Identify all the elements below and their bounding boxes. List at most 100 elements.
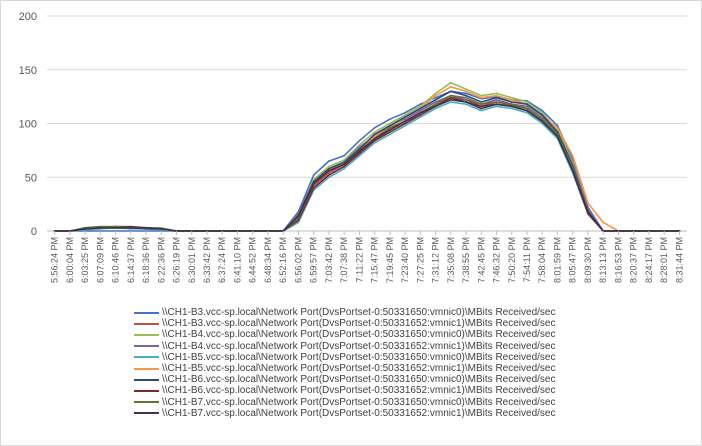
data-point <box>404 111 406 114</box>
data-point <box>556 131 559 134</box>
x-tick-label: 8:09:30 PM <box>583 237 593 283</box>
data-point <box>541 120 544 123</box>
x-tick-label: 8:01:59 PM <box>552 237 562 283</box>
data-point <box>404 118 406 121</box>
data-point <box>480 96 483 99</box>
data-point <box>419 109 422 112</box>
data-point <box>373 139 376 142</box>
data-point <box>328 176 330 179</box>
data-point <box>328 165 330 168</box>
data-point <box>404 124 406 127</box>
data-point <box>312 180 315 183</box>
legend-item: \\CH1-B4.vcc-sp.local\Network Port(DvsPo… <box>134 329 654 340</box>
x-tick-label: 8:13:13 PM <box>598 237 608 283</box>
legend-item: \\CH1-B5.vcc-sp.local\Network Port(DvsPo… <box>134 352 654 363</box>
x-tick-label: 8:28:01 PM <box>659 237 669 283</box>
x-tick-label: 6:07:09 PM <box>95 237 105 283</box>
data-point <box>389 129 391 131</box>
x-tick-label: 5:56:24 PM <box>50 237 60 283</box>
legend-label: \\CH1-B5.vcc-sp.local\Network Port(DvsPo… <box>162 363 556 375</box>
x-tick-label: 6:48:34 PM <box>263 237 273 283</box>
legend-swatch <box>134 356 159 359</box>
legend-item: \\CH1-B7.vcc-sp.local\Network Port(DvsPo… <box>134 408 654 419</box>
data-point <box>419 105 422 108</box>
gridlines <box>47 15 687 232</box>
y-tick-label: 50 <box>25 172 37 184</box>
data-point <box>358 139 361 142</box>
data-point <box>434 101 437 103</box>
data-point <box>419 103 422 106</box>
data-point <box>449 101 452 103</box>
series-line-2 <box>53 96 681 232</box>
data-point <box>526 109 528 112</box>
data-point <box>358 152 361 155</box>
data-point <box>526 101 528 103</box>
legend-label: \\CH1-B6.vcc-sp.local\Network Port(DvsPo… <box>162 374 556 386</box>
x-tick-label: 8:05:47 PM <box>568 237 578 283</box>
data-point <box>434 107 437 110</box>
data-point <box>419 114 422 116</box>
series-line-10 <box>53 99 681 232</box>
data-point <box>389 124 391 127</box>
data-point <box>145 226 147 229</box>
data-point <box>114 226 117 229</box>
series-line-5 <box>53 101 681 232</box>
data-point <box>389 118 391 121</box>
data-point <box>343 159 345 162</box>
data-point <box>480 109 483 112</box>
x-tick-label: 8:16:53 PM <box>613 237 623 283</box>
data-point <box>84 227 86 230</box>
data-point <box>297 215 300 217</box>
data-point <box>373 126 376 129</box>
data-point <box>526 111 528 114</box>
data-point <box>297 221 300 224</box>
legend-label: \\CH1-B4.vcc-sp.local\Network Port(DvsPo… <box>162 340 556 352</box>
data-point <box>510 96 513 99</box>
x-tick-label: 7:35:08 PM <box>446 237 456 283</box>
data-point <box>328 160 330 163</box>
y-tick-label: 0 <box>31 226 37 238</box>
data-point <box>587 202 589 205</box>
series-line-4 <box>53 94 681 232</box>
data-point <box>312 178 315 181</box>
data-point <box>556 124 559 127</box>
data-point <box>358 146 361 149</box>
legend-item: \\CH1-B7.vcc-sp.local\Network Port(DvsPo… <box>134 397 654 408</box>
x-tick-label: 7:03:42 PM <box>324 237 334 283</box>
y-axis-ticks: 0 50 100 150 200 <box>19 11 37 238</box>
data-point <box>465 92 467 95</box>
data-point <box>328 174 330 177</box>
x-tick-label: 6:59:57 PM <box>309 237 319 283</box>
series-lines <box>53 81 681 232</box>
x-tick-label: 7:50:20 PM <box>507 237 517 283</box>
data-point <box>328 169 330 172</box>
data-point <box>434 103 437 106</box>
data-point <box>480 105 483 108</box>
data-point <box>602 221 605 224</box>
data-point <box>510 103 513 106</box>
data-point <box>449 90 452 93</box>
data-point <box>328 172 330 174</box>
data-point <box>449 98 452 101</box>
data-point <box>343 163 345 166</box>
series-line-9 <box>53 94 681 232</box>
data-point <box>434 92 437 95</box>
x-tick-label: 6:10:46 PM <box>111 237 121 283</box>
data-point <box>495 103 498 106</box>
data-point <box>556 126 559 129</box>
x-tick-label: 6:44:52 PM <box>248 237 258 283</box>
legend-item: \\CH1-B3.vcc-sp.local\Network Port(DvsPo… <box>134 307 654 318</box>
x-tick-label: 7:15:47 PM <box>370 237 380 283</box>
data-point <box>343 167 345 170</box>
legend-label: \\CH1-B3.vcc-sp.local\Network Port(DvsPo… <box>162 307 556 319</box>
data-point <box>419 116 422 118</box>
data-point <box>373 142 376 144</box>
data-point <box>510 105 513 108</box>
data-point <box>480 103 483 106</box>
data-point <box>510 107 513 110</box>
data-point <box>358 144 361 146</box>
x-tick-label: 6:52:16 PM <box>278 237 288 283</box>
data-point <box>297 217 300 220</box>
data-point <box>449 86 452 88</box>
